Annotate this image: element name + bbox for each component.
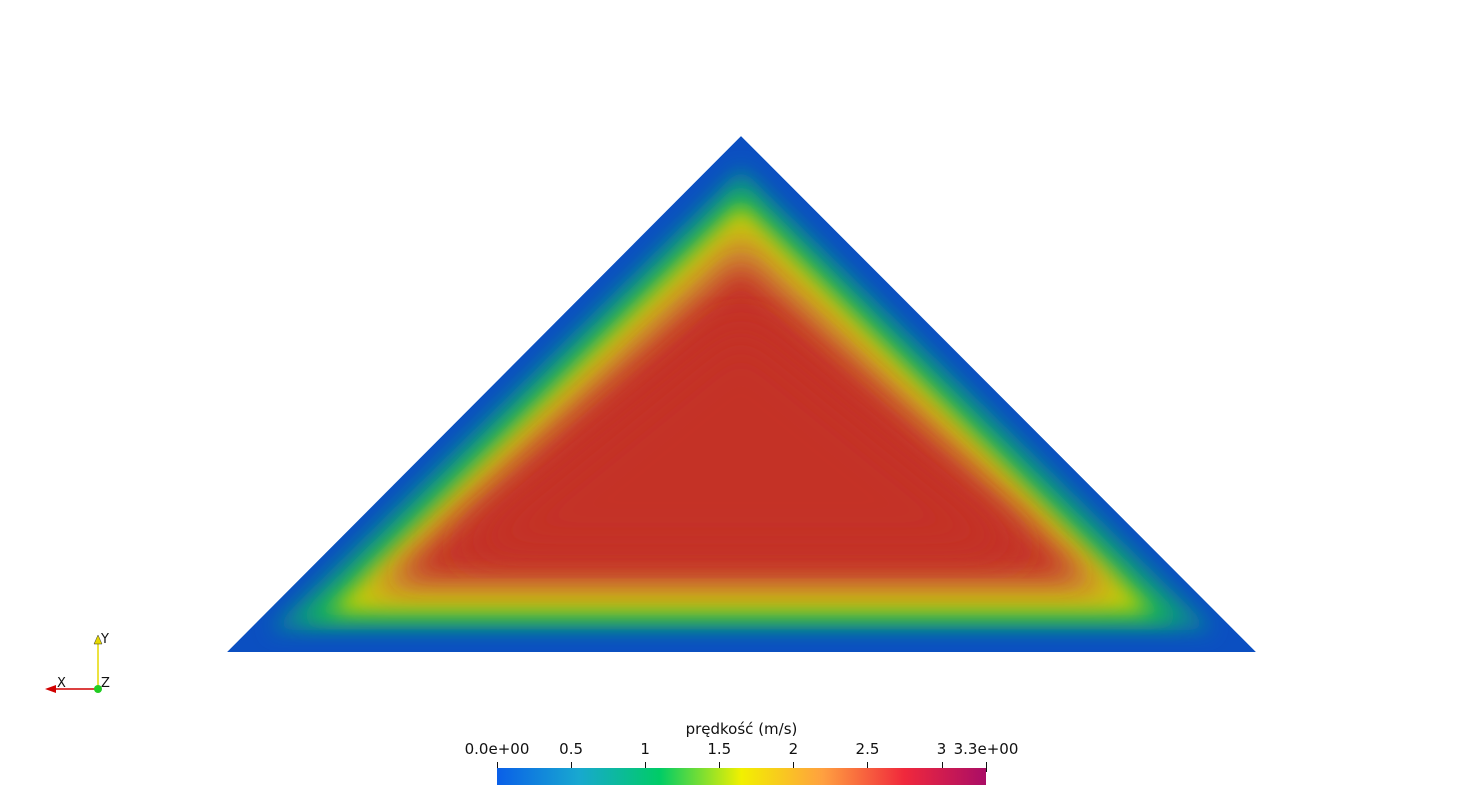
colorbar-tick-label-mark — [719, 762, 720, 772]
colorbar-title: prędkość (m/s) — [685, 720, 798, 738]
x-axis-label: X — [57, 676, 66, 691]
colorbar-tick-label: 1 — [640, 740, 650, 758]
colorbar-tick-label: 0.5 — [559, 740, 584, 758]
y-axis-label: Y — [101, 632, 109, 647]
orientation-axes-widget — [45, 634, 103, 693]
colorbar-max-label: 3.3e+00 — [953, 740, 1019, 758]
x-axis-arrow — [45, 685, 56, 693]
colorbar-max-label-mark — [986, 762, 987, 772]
colorbar-min-label-mark — [497, 762, 498, 772]
colorbar-tick-label: 2.5 — [855, 740, 880, 758]
colorbar-tick-label-mark — [645, 762, 646, 772]
colorbar-tick-label: 2 — [788, 740, 799, 758]
y-axis-arrow — [93, 634, 103, 645]
colorbar-gradient — [497, 768, 986, 785]
colorbar-tick-label: 1.5 — [707, 740, 732, 758]
colorbar-tick-label: 3 — [936, 740, 947, 758]
colorbar-tick-label-mark — [793, 762, 794, 772]
colorbar-min-label: 0.0e+00 — [464, 740, 530, 758]
colorbar-tick-label-mark — [867, 762, 868, 772]
z-axis-label: Z — [101, 676, 110, 691]
colorbar-tick-label-mark — [571, 762, 572, 772]
z-axis-dot — [94, 685, 102, 693]
colorbar-tick-label-mark — [942, 762, 943, 772]
